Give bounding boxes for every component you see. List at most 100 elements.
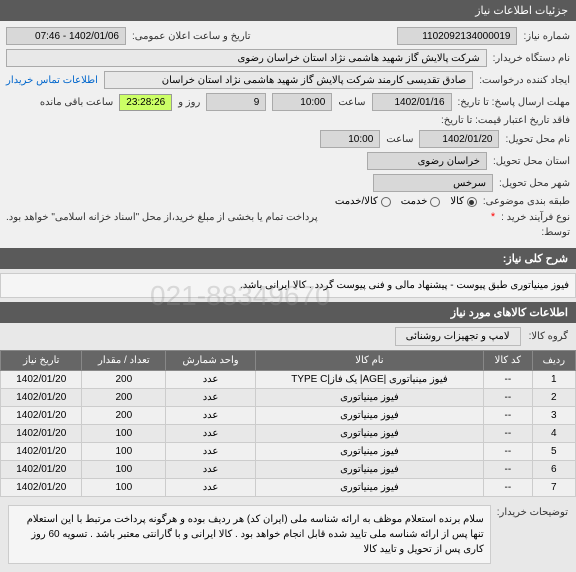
table-cell: 1402/01/20 bbox=[1, 479, 82, 497]
table-cell: 4 bbox=[532, 425, 575, 443]
buyer-label: نام دستگاه خریدار: bbox=[493, 53, 570, 64]
table-row: 6--فیوز مینیاتوریعدد1001402/01/20 bbox=[1, 461, 576, 479]
header-bar: جزئیات اطلاعات نیاز bbox=[0, 0, 576, 21]
need-number-label: شماره نیاز: bbox=[523, 31, 570, 42]
table-header-cell: واحد شمارش bbox=[166, 351, 256, 371]
table-header-cell: تاریخ نیاز bbox=[1, 351, 82, 371]
radio-goods[interactable]: کالا bbox=[450, 196, 477, 207]
table-cell: 1402/01/20 bbox=[1, 371, 82, 389]
radio-service-label: خدمت bbox=[401, 196, 428, 207]
need-desc-box: فیوز مینیاتوری طبق پیوست - پیشنهاد مالی … bbox=[0, 273, 576, 298]
table-row: 4--فیوز مینیاتوریعدد1001402/01/20 bbox=[1, 425, 576, 443]
credit-label: فاقد تاریخ اعتبار قیمت: تا تاریخ: bbox=[441, 115, 570, 126]
mediator-label: توسط: bbox=[541, 227, 570, 238]
province-label: استان محل تحویل: bbox=[493, 156, 570, 167]
goods-info-header: اطلاعات کالاهای مورد نیاز bbox=[0, 302, 576, 323]
group-field: لامپ و تجهیزات روشنائی bbox=[395, 327, 521, 346]
header-title: جزئیات اطلاعات نیاز bbox=[475, 4, 568, 17]
table-cell: 200 bbox=[82, 407, 166, 425]
need-number-field: 1102092134000019 bbox=[397, 27, 517, 45]
deadline-date-field: 1402/01/16 bbox=[372, 93, 452, 111]
process-label: نوع فرآیند خرید : bbox=[501, 212, 570, 223]
table-cell: 1402/01/20 bbox=[1, 425, 82, 443]
time-label-1: ساعت bbox=[338, 97, 365, 108]
radio-both-label: کالا/خدمت bbox=[335, 196, 378, 207]
table-cell: 100 bbox=[82, 443, 166, 461]
time-label-2: ساعت bbox=[386, 134, 413, 145]
table-cell: 1402/01/20 bbox=[1, 461, 82, 479]
table-cell: 1402/01/20 bbox=[1, 407, 82, 425]
delivery-label: نام محل تحویل: bbox=[505, 134, 570, 145]
group-label: گروه کالا: bbox=[529, 331, 568, 342]
table-cell: 1 bbox=[532, 371, 575, 389]
table-cell: 3 bbox=[532, 407, 575, 425]
table-cell: عدد bbox=[166, 389, 256, 407]
table-row: 5--فیوز مینیاتوریعدد1001402/01/20 bbox=[1, 443, 576, 461]
table-row: 1--فیوز مینیاتوری |AGE| یک فاز|TYPE Cعدد… bbox=[1, 371, 576, 389]
announce-date-field: 1402/01/06 - 07:46 bbox=[6, 27, 126, 45]
table-cell: 6 bbox=[532, 461, 575, 479]
need-desc-header: شرح کلی نیاز: bbox=[0, 248, 576, 269]
table-row: 3--فیوز مینیاتوریعدد2001402/01/20 bbox=[1, 407, 576, 425]
city-label: شهر محل تحویل: bbox=[499, 178, 570, 189]
table-cell: فیوز مینیاتوری bbox=[255, 443, 483, 461]
category-label: طبقه بندی موضوعی: bbox=[483, 196, 570, 207]
table-cell: -- bbox=[483, 461, 532, 479]
table-cell: -- bbox=[483, 407, 532, 425]
table-cell: عدد bbox=[166, 425, 256, 443]
table-cell: 100 bbox=[82, 479, 166, 497]
buyer-note-box: سلام برنده استعلام موظف به ارائه شناسه م… bbox=[8, 505, 491, 564]
table-header-cell: ردیف bbox=[532, 351, 575, 371]
table-cell: عدد bbox=[166, 479, 256, 497]
creator-field: صادق تقدیسی کارمند شرکت پالایش گاز شهید … bbox=[104, 71, 473, 89]
goods-table: ردیفکد کالانام کالاواحد شمارشتعداد / مقد… bbox=[0, 350, 576, 497]
delivery-date-field: 1402/01/20 bbox=[419, 130, 499, 148]
radio-service[interactable]: خدمت bbox=[401, 196, 441, 207]
table-cell: -- bbox=[483, 443, 532, 461]
days-field: 9 bbox=[206, 93, 266, 111]
table-cell: 200 bbox=[82, 389, 166, 407]
remaining-label: ساعت باقی مانده bbox=[40, 97, 113, 108]
table-cell: 200 bbox=[82, 371, 166, 389]
contact-link[interactable]: اطلاعات تماس خریدار bbox=[6, 75, 98, 86]
table-cell: -- bbox=[483, 389, 532, 407]
table-cell: فیوز مینیاتوری bbox=[255, 479, 483, 497]
table-cell: 1402/01/20 bbox=[1, 443, 82, 461]
province-field: خراسان رضوی bbox=[367, 152, 487, 170]
table-cell: فیوز مینیاتوری |AGE| یک فاز|TYPE C bbox=[255, 371, 483, 389]
table-cell: -- bbox=[483, 425, 532, 443]
deadline-label: مهلت ارسال پاسخ: تا تاریخ: bbox=[458, 97, 570, 108]
table-cell: 100 bbox=[82, 461, 166, 479]
day-label: روز و bbox=[178, 97, 200, 108]
table-cell: -- bbox=[483, 371, 532, 389]
city-field: سرخس bbox=[373, 174, 493, 192]
required-star: * bbox=[491, 211, 495, 223]
deadline-time-field: 10:00 bbox=[272, 93, 332, 111]
countdown-field: 23:28:26 bbox=[119, 94, 172, 111]
table-cell: 1402/01/20 bbox=[1, 389, 82, 407]
buyer-note-label: توضیحات خریدار: bbox=[497, 501, 568, 518]
radio-circle-icon bbox=[430, 197, 440, 207]
radio-circle-icon bbox=[381, 197, 391, 207]
table-header-cell: تعداد / مقدار bbox=[82, 351, 166, 371]
table-cell: عدد bbox=[166, 443, 256, 461]
table-cell: فیوز مینیاتوری bbox=[255, 461, 483, 479]
table-cell: فیوز مینیاتوری bbox=[255, 407, 483, 425]
creator-label: ایجاد کننده درخواست: bbox=[479, 75, 570, 86]
table-cell: عدد bbox=[166, 407, 256, 425]
table-header-cell: کد کالا bbox=[483, 351, 532, 371]
table-cell: فیوز مینیاتوری bbox=[255, 389, 483, 407]
table-header-cell: نام کالا bbox=[255, 351, 483, 371]
radio-circle-icon bbox=[467, 197, 477, 207]
announce-date-label: تاریخ و ساعت اعلان عمومی: bbox=[132, 31, 251, 42]
table-cell: 2 bbox=[532, 389, 575, 407]
table-cell: 5 bbox=[532, 443, 575, 461]
delivery-time-field: 10:00 bbox=[320, 130, 380, 148]
table-cell: 7 bbox=[532, 479, 575, 497]
payment-note: پرداخت تمام یا بخشی از مبلغ خرید،از محل … bbox=[6, 212, 318, 223]
table-row: 2--فیوز مینیاتوریعدد2001402/01/20 bbox=[1, 389, 576, 407]
table-cell: -- bbox=[483, 479, 532, 497]
radio-group: کالا خدمت کالا/خدمت bbox=[335, 196, 477, 207]
table-cell: عدد bbox=[166, 461, 256, 479]
radio-both[interactable]: کالا/خدمت bbox=[335, 196, 391, 207]
